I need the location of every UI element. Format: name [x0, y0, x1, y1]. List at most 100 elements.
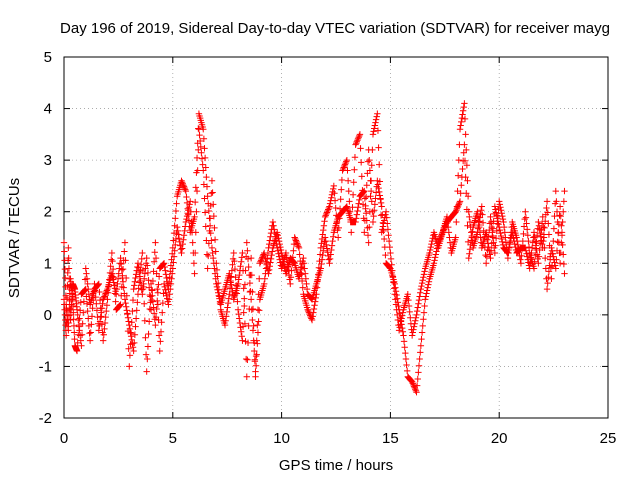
data-point	[308, 316, 316, 324]
data-point	[276, 240, 283, 248]
data-point	[99, 337, 107, 344]
x-tick-label: 0	[60, 430, 68, 447]
data-point	[237, 328, 245, 336]
data-point	[139, 285, 147, 293]
data-point	[232, 274, 239, 281]
data-point	[270, 226, 278, 233]
data-point	[561, 270, 568, 277]
data-point	[400, 332, 407, 339]
data-point	[353, 211, 361, 218]
data-point	[385, 232, 392, 239]
data-point	[384, 226, 392, 233]
data-point	[498, 209, 505, 217]
data-point	[489, 232, 496, 240]
data-point	[310, 309, 317, 316]
data-point	[530, 229, 538, 236]
data-point	[369, 131, 377, 138]
y-tick-label: 5	[44, 49, 52, 66]
data-point	[260, 249, 268, 257]
data-point	[109, 273, 116, 280]
data-point	[431, 257, 438, 264]
data-point	[376, 188, 383, 196]
data-point	[182, 223, 189, 230]
data-point	[405, 302, 413, 310]
data-point	[137, 277, 144, 285]
data-point	[403, 367, 411, 375]
data-point	[161, 283, 168, 291]
data-point	[532, 237, 539, 245]
data-point	[459, 165, 466, 173]
data-point	[345, 187, 352, 195]
data-point	[193, 208, 200, 215]
data-point	[499, 215, 507, 223]
data-point	[424, 284, 431, 291]
data-point	[184, 209, 191, 217]
data-point	[195, 126, 203, 133]
data-point	[167, 280, 175, 288]
data-point	[386, 243, 393, 251]
data-point	[145, 318, 153, 325]
data-point	[475, 218, 482, 226]
data-point	[545, 268, 553, 275]
data-point	[104, 289, 112, 296]
data-point	[236, 319, 244, 327]
data-point	[376, 161, 383, 168]
data-point	[330, 233, 337, 240]
data-point	[62, 274, 69, 282]
data-point	[309, 313, 316, 320]
data-point	[118, 266, 126, 274]
data-point	[413, 311, 420, 319]
data-point	[269, 248, 276, 255]
data-point	[182, 187, 190, 195]
data-point	[87, 329, 94, 336]
data-point	[214, 273, 221, 280]
data-point	[159, 299, 167, 307]
data-point	[412, 386, 419, 393]
data-point	[267, 259, 274, 266]
data-point	[342, 159, 349, 167]
data-point	[338, 176, 346, 184]
data-point	[463, 162, 471, 169]
data-point	[418, 335, 425, 343]
data-point	[209, 249, 216, 257]
data-point	[130, 285, 137, 293]
data-point	[167, 285, 174, 293]
data-point	[129, 296, 137, 304]
data-point	[86, 337, 94, 344]
data-point	[293, 238, 300, 246]
data-point	[511, 240, 518, 248]
data-point	[113, 285, 121, 293]
data-point	[498, 235, 505, 243]
data-point	[247, 296, 255, 303]
data-point	[401, 344, 408, 351]
data-point	[256, 275, 263, 282]
data-point	[413, 382, 421, 389]
data-point	[221, 321, 229, 329]
data-point	[280, 258, 287, 266]
data-point	[266, 263, 273, 270]
data-point	[113, 291, 120, 298]
data-point	[493, 212, 500, 219]
data-point	[544, 209, 551, 216]
data-point	[352, 141, 359, 148]
data-point	[205, 240, 213, 247]
data-point	[211, 236, 219, 243]
data-point	[92, 293, 99, 301]
data-point	[249, 316, 256, 324]
data-point	[269, 218, 277, 226]
data-point	[205, 207, 213, 215]
data-point	[496, 201, 504, 208]
data-point	[75, 316, 82, 324]
data-point	[131, 278, 139, 285]
data-point	[367, 193, 374, 200]
data-point	[215, 286, 223, 294]
data-point	[203, 173, 210, 181]
data-point	[275, 250, 282, 257]
data-point	[399, 328, 407, 336]
data-point	[124, 310, 131, 317]
data-point	[63, 319, 70, 327]
data-point	[74, 311, 81, 319]
data-point	[228, 267, 236, 274]
data-point	[464, 177, 471, 184]
data-point	[466, 213, 473, 221]
